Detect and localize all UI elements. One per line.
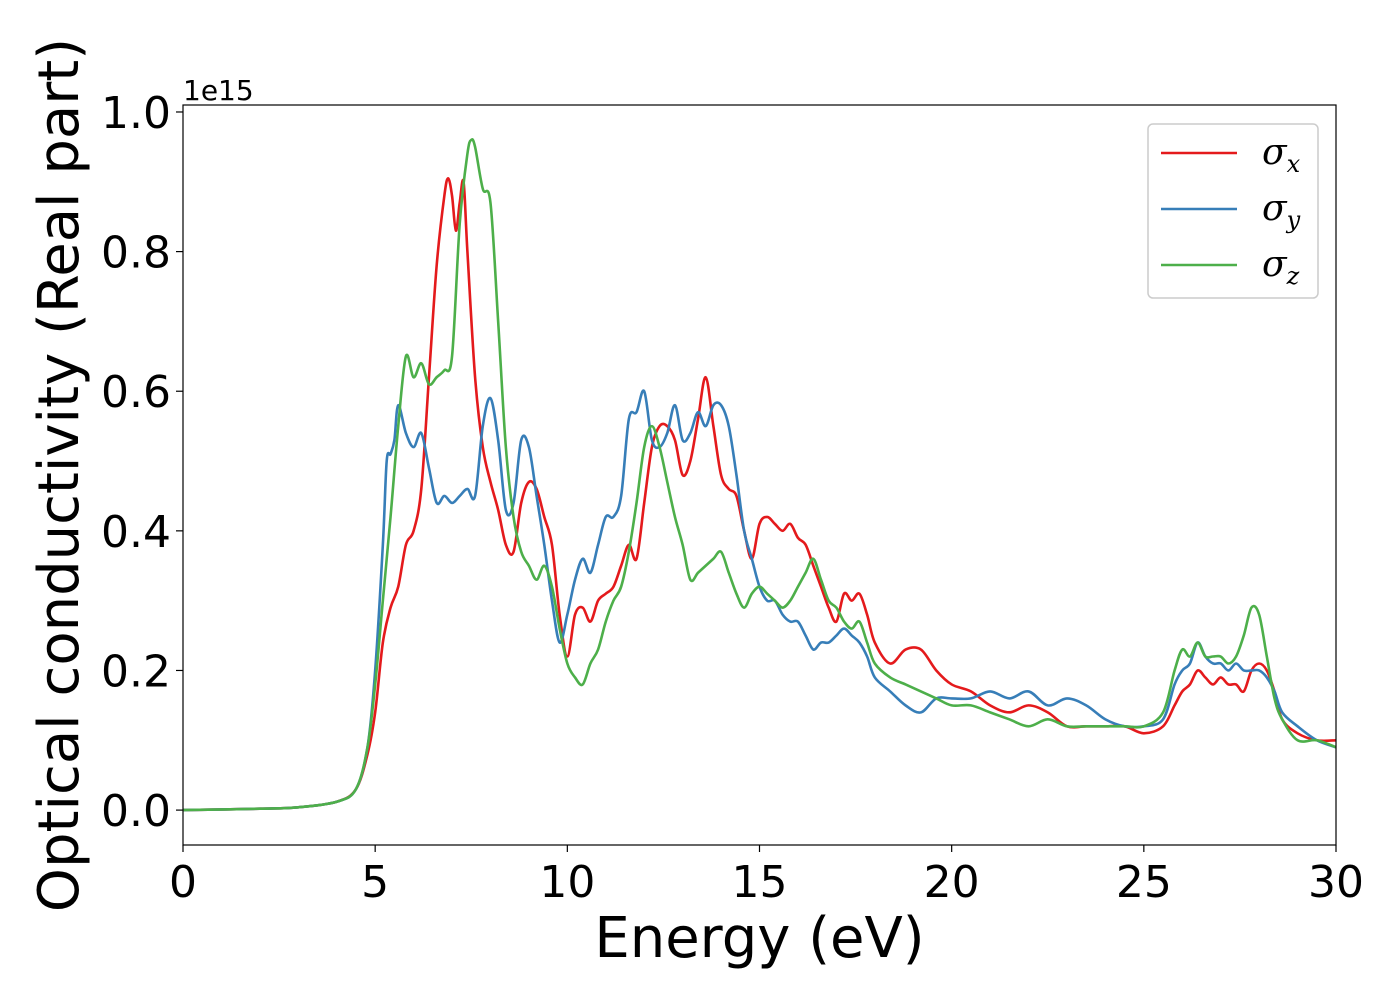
x-tick-label: 20 bbox=[924, 857, 980, 908]
x-tick-label: 30 bbox=[1308, 857, 1364, 908]
legend-label-sigma-z: σz bbox=[1262, 244, 1300, 290]
y-tick-label: 0.6 bbox=[101, 367, 171, 418]
series-line-sigma-z bbox=[182, 138, 1337, 812]
y-tick-label: 0.8 bbox=[101, 228, 171, 279]
series-line-sigma-x bbox=[182, 177, 1337, 812]
legend-box bbox=[1147, 123, 1319, 299]
legend: σx σy σz bbox=[1147, 123, 1319, 299]
x-tick-label: 25 bbox=[1116, 857, 1172, 908]
legend-label-sigma-x: σx bbox=[1262, 132, 1301, 178]
plot-area bbox=[183, 105, 1336, 845]
x-tick-label: 5 bbox=[361, 857, 389, 908]
y-tick-label: 0.4 bbox=[101, 507, 171, 558]
y-axis: 0.0 0.2 0.4 0.6 0.8 1.0 bbox=[101, 88, 183, 837]
y-tick-label: 0.0 bbox=[101, 786, 171, 837]
y-axis-label: Optical conductivity (Real part) bbox=[27, 38, 92, 912]
series-line-sigma-y bbox=[182, 389, 1337, 812]
x-tick-label: 15 bbox=[732, 857, 788, 908]
y-tick-label: 1.0 bbox=[101, 88, 171, 139]
x-tick-label: 0 bbox=[169, 857, 197, 908]
series-lines bbox=[182, 138, 1337, 812]
y-offset-label: 1e15 bbox=[183, 74, 254, 107]
x-tick-label: 10 bbox=[539, 857, 595, 908]
x-axis: 0 5 10 15 20 25 30 bbox=[169, 845, 1364, 908]
legend-label-sigma-y: σy bbox=[1262, 188, 1301, 234]
y-tick-label: 0.2 bbox=[101, 646, 171, 697]
x-axis-label: Energy (eV) bbox=[594, 906, 924, 971]
